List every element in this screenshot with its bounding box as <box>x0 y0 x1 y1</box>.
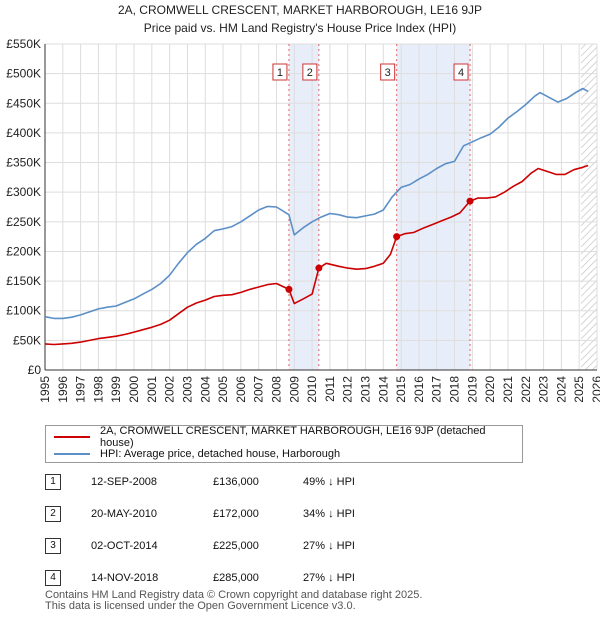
x-tick-label: 2008 <box>269 376 283 403</box>
x-tick-label: 2020 <box>483 376 497 403</box>
x-tick-label: 1999 <box>109 376 123 403</box>
x-tick-label: 2007 <box>252 376 266 403</box>
x-tick-label: 2010 <box>305 376 319 403</box>
x-tick-label: 1998 <box>91 376 105 403</box>
transaction-hpi: 27% ↓ HPI <box>303 572 355 584</box>
y-tick-label: £250K <box>6 215 41 229</box>
x-tick-label: 2009 <box>287 376 301 403</box>
chart-subtitle: Price paid vs. HM Land Registry's House … <box>144 21 456 35</box>
table-row: 3 02-OCT-2014 £225,000 27% ↓ HPI <box>45 538 405 556</box>
x-tick-label: 2000 <box>127 376 141 403</box>
transaction-number: 3 <box>45 538 61 554</box>
transaction-marker-box <box>302 63 318 81</box>
x-tick-label: 2014 <box>376 376 390 403</box>
legend-item-hpi: HPI: Average price, detached house, Harb… <box>54 446 340 462</box>
x-tick-label: 2023 <box>537 376 551 403</box>
x-tick-label: 2005 <box>216 376 230 403</box>
y-tick-label: £350K <box>6 156 41 170</box>
y-tick-label: £200K <box>6 244 41 258</box>
x-tick-label: 1995 <box>38 376 52 403</box>
transaction-date: 12-SEP-2008 <box>91 476 158 488</box>
transaction-price: £172,000 <box>213 508 259 520</box>
table-row: 1 12-SEP-2008 £136,000 49% ↓ HPI <box>45 474 405 492</box>
y-tick-label: £50K <box>13 333 41 347</box>
x-tick-label: 2001 <box>145 376 159 403</box>
chart-title: 2A, CROMWELL CRESCENT, MARKET HARBOROUGH… <box>118 3 482 17</box>
transaction-point <box>393 233 401 241</box>
x-tick-label: 2012 <box>341 376 355 403</box>
x-tick-label: 2015 <box>394 376 408 403</box>
transaction-date: 20-MAY-2010 <box>91 508 158 520</box>
attribution: Contains HM Land Registry data © Crown c… <box>45 590 422 612</box>
x-tick-label: 2004 <box>198 376 212 403</box>
transaction-price: £285,000 <box>213 572 259 584</box>
x-tick-label: 1996 <box>56 376 70 403</box>
transaction-hpi: 27% ↓ HPI <box>303 540 355 552</box>
x-tick-label: 2006 <box>234 376 248 403</box>
transaction-point <box>315 264 323 272</box>
x-tick-label: 2003 <box>180 376 194 403</box>
y-tick-label: £450K <box>6 96 41 110</box>
x-tick-label: 2019 <box>465 376 479 403</box>
table-row: 2 20-MAY-2010 £172,000 34% ↓ HPI <box>45 506 405 524</box>
y-tick-label: £0 <box>28 363 42 377</box>
x-tick-label: 2021 <box>501 376 515 403</box>
transaction-hpi: 49% ↓ HPI <box>303 476 355 488</box>
transaction-price: £136,000 <box>213 476 259 488</box>
transaction-number: 2 <box>45 506 61 522</box>
attribution-line-1: Contains HM Land Registry data © Crown c… <box>45 589 423 601</box>
x-tick-label: 2002 <box>163 376 177 403</box>
legend-label-property: 2A, CROMWELL CRESCENT, MARKET HARBOROUGH… <box>99 425 486 449</box>
transaction-point <box>466 197 474 205</box>
shaded-period <box>396 44 471 370</box>
transaction-marker-label: 4 <box>458 67 464 79</box>
shaded-period <box>288 44 319 370</box>
series-line-hpi <box>44 87 589 320</box>
x-tick-label: 2025 <box>572 376 586 403</box>
x-tick-label: 2013 <box>359 376 373 403</box>
transaction-date: 02-OCT-2014 <box>91 540 158 552</box>
y-tick-label: £400K <box>6 126 41 140</box>
transaction-marker-label: 2 <box>307 67 313 79</box>
transaction-hpi: 34% ↓ HPI <box>303 508 355 520</box>
transaction-marker-box <box>380 63 396 81</box>
x-tick-label: 2018 <box>448 376 462 403</box>
y-tick-label: £500K <box>6 67 41 81</box>
transaction-marker-box <box>453 63 469 81</box>
transaction-marker-box <box>272 63 288 81</box>
transaction-number: 1 <box>45 474 61 490</box>
transaction-date: 14-NOV-2018 <box>91 572 159 584</box>
y-tick-label: £550K <box>6 37 41 51</box>
x-tick-label: 2016 <box>412 376 426 403</box>
y-tick-label: £150K <box>6 274 41 288</box>
transaction-marker-label: 1 <box>277 67 283 79</box>
transaction-point <box>285 285 293 293</box>
y-tick-label: £300K <box>6 185 41 199</box>
chart-legend: 2A, CROMWELL CRESCENT, MARKET HARBOROUGH… <box>45 425 523 463</box>
legend-item-property: 2A, CROMWELL CRESCENT, MARKET HARBOROUGH… <box>54 425 522 449</box>
transaction-number: 4 <box>45 570 61 586</box>
table-row: 4 14-NOV-2018 £285,000 27% ↓ HPI <box>45 570 405 588</box>
price-chart: 2A, CROMWELL CRESCENT, MARKET HARBOROUGH… <box>6 3 600 403</box>
transaction-marker-label: 3 <box>385 67 391 79</box>
transaction-price: £225,000 <box>213 540 259 552</box>
attribution-line-2: This data is licensed under the Open Gov… <box>45 600 356 612</box>
hatched-region <box>580 44 597 370</box>
x-tick-label: 2026 <box>590 376 600 403</box>
x-tick-label: 2024 <box>554 376 568 403</box>
x-tick-label: 2017 <box>430 376 444 403</box>
legend-swatch-hpi <box>54 453 90 455</box>
x-tick-label: 1997 <box>74 376 88 403</box>
y-tick-label: £100K <box>6 304 41 318</box>
legend-label-hpi: HPI: Average price, detached house, Harb… <box>100 448 341 460</box>
legend-swatch-property <box>54 436 90 438</box>
x-tick-label: 2022 <box>519 376 533 403</box>
x-tick-label: 2011 <box>323 376 337 402</box>
